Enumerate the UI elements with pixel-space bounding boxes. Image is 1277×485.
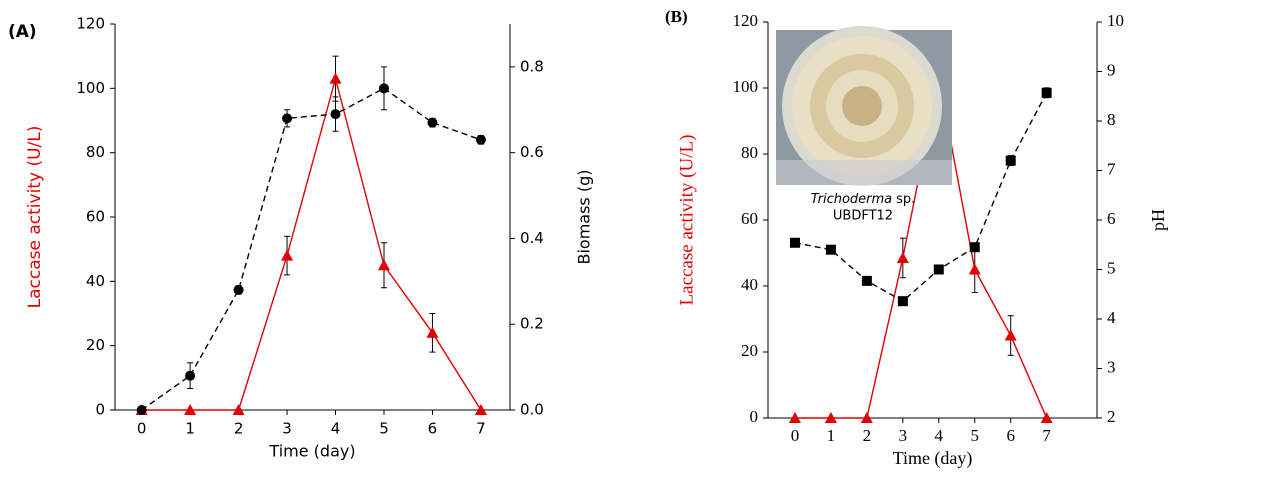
inset-caption-strain: UBDFT12 (833, 209, 893, 224)
x-tick-label: 1 (827, 426, 836, 445)
marker-circle (476, 135, 486, 145)
x-tick-label: 5 (970, 426, 979, 445)
y2-tick-label: 0.6 (520, 143, 544, 161)
y2-tick-label: 6 (1107, 209, 1116, 228)
y-tick-label: 60 (86, 208, 105, 226)
y-tick-label: 0 (750, 407, 759, 426)
inset-photo (776, 26, 952, 186)
panel-label: (A) (8, 22, 37, 42)
y2-tick-label: 7 (1107, 159, 1116, 178)
y-tick-label: 80 (741, 143, 758, 162)
y2-axis-title: pH (1148, 209, 1168, 231)
marker-triangle (1005, 330, 1017, 341)
y-axis-title: Laccase activity (U/L) (25, 126, 45, 309)
y-tick-label: 0 (95, 401, 105, 419)
figure: (A)0204060801001200.00.20.40.60.80123456… (0, 0, 1277, 485)
x-tick-label: 4 (331, 420, 341, 438)
marker-circle (137, 405, 147, 415)
y-tick-label: 20 (741, 341, 758, 360)
marker-square (970, 242, 980, 252)
marker-circle (282, 113, 292, 123)
marker-triangle (330, 73, 342, 84)
x-tick-label: 2 (234, 420, 244, 438)
marker-square (934, 265, 944, 275)
x-tick-label: 6 (428, 420, 438, 438)
marker-square (1006, 156, 1016, 166)
series-line (142, 88, 481, 410)
y2-tick-label: 8 (1107, 110, 1116, 129)
y2-tick-label: 2 (1107, 407, 1116, 426)
y2-tick-label: 9 (1107, 60, 1116, 79)
y-tick-label: 40 (741, 275, 758, 294)
caption-suffix: sp. (896, 192, 915, 207)
y-tick-label: 120 (76, 15, 105, 33)
y2-tick-label: 4 (1107, 308, 1116, 327)
y-tick-label: 120 (733, 11, 759, 30)
y-tick-label: 40 (86, 272, 105, 290)
y2-tick-label: 0.8 (520, 57, 544, 75)
marker-triangle (969, 264, 981, 275)
y-tick-label: 100 (76, 79, 105, 97)
x-axis-title: Time (day) (268, 442, 355, 461)
x-tick-label: 3 (899, 426, 908, 445)
photo-shadow (776, 160, 952, 185)
panel-label: (B) (665, 7, 688, 26)
y-tick-label: 20 (86, 336, 105, 354)
marker-circle (185, 371, 195, 381)
marker-square (1042, 88, 1052, 98)
x-tick-label: 1 (185, 420, 195, 438)
y-axis-title: Laccase activity (U/L) (676, 135, 697, 306)
marker-triangle (426, 327, 438, 338)
x-tick-label: 5 (379, 420, 389, 438)
x-tick-label: 0 (791, 426, 800, 445)
colony-center (842, 86, 882, 126)
inset-caption: Trichoderma sp. (811, 192, 916, 207)
marker-square (898, 296, 908, 306)
x-tick-label: 7 (1042, 426, 1051, 445)
marker-square (862, 276, 872, 286)
marker-square (826, 245, 836, 255)
x-tick-label: 2 (863, 426, 872, 445)
marker-triangle (378, 259, 390, 270)
x-axis-title: Time (day) (893, 448, 973, 469)
y2-tick-label: 3 (1107, 357, 1116, 376)
y2-tick-label: 0.2 (520, 315, 544, 333)
y-tick-label: 80 (86, 143, 105, 161)
x-tick-label: 0 (137, 420, 147, 438)
x-tick-label: 6 (1006, 426, 1015, 445)
marker-circle (379, 83, 389, 93)
marker-square (790, 238, 800, 248)
y2-tick-label: 0.4 (520, 229, 544, 247)
x-tick-label: 7 (476, 420, 486, 438)
x-tick-label: 4 (935, 426, 944, 445)
marker-triangle (897, 252, 909, 263)
chart-panel: (A) 0 20 40 60 80 100 120 0.0 0.2 0.4 0.6 0.8 0 1 2 3 4 5 6… (8, 15, 594, 461)
marker-triangle (281, 250, 293, 261)
y-tick-label: 100 (733, 77, 759, 96)
y2-tick-label: 0.0 (520, 401, 544, 419)
y2-axis-title: Biomass (g) (575, 170, 594, 265)
marker-circle (234, 285, 244, 295)
marker-circle (427, 118, 437, 128)
series-line (142, 79, 481, 410)
marker-circle (331, 109, 341, 119)
x-tick-label: 3 (282, 420, 292, 438)
y2-tick-label: 5 (1107, 258, 1116, 277)
y2-tick-label: 10 (1107, 11, 1124, 30)
y-tick-label: 60 (741, 209, 758, 228)
caption-genus: Trichoderma (811, 192, 892, 207)
